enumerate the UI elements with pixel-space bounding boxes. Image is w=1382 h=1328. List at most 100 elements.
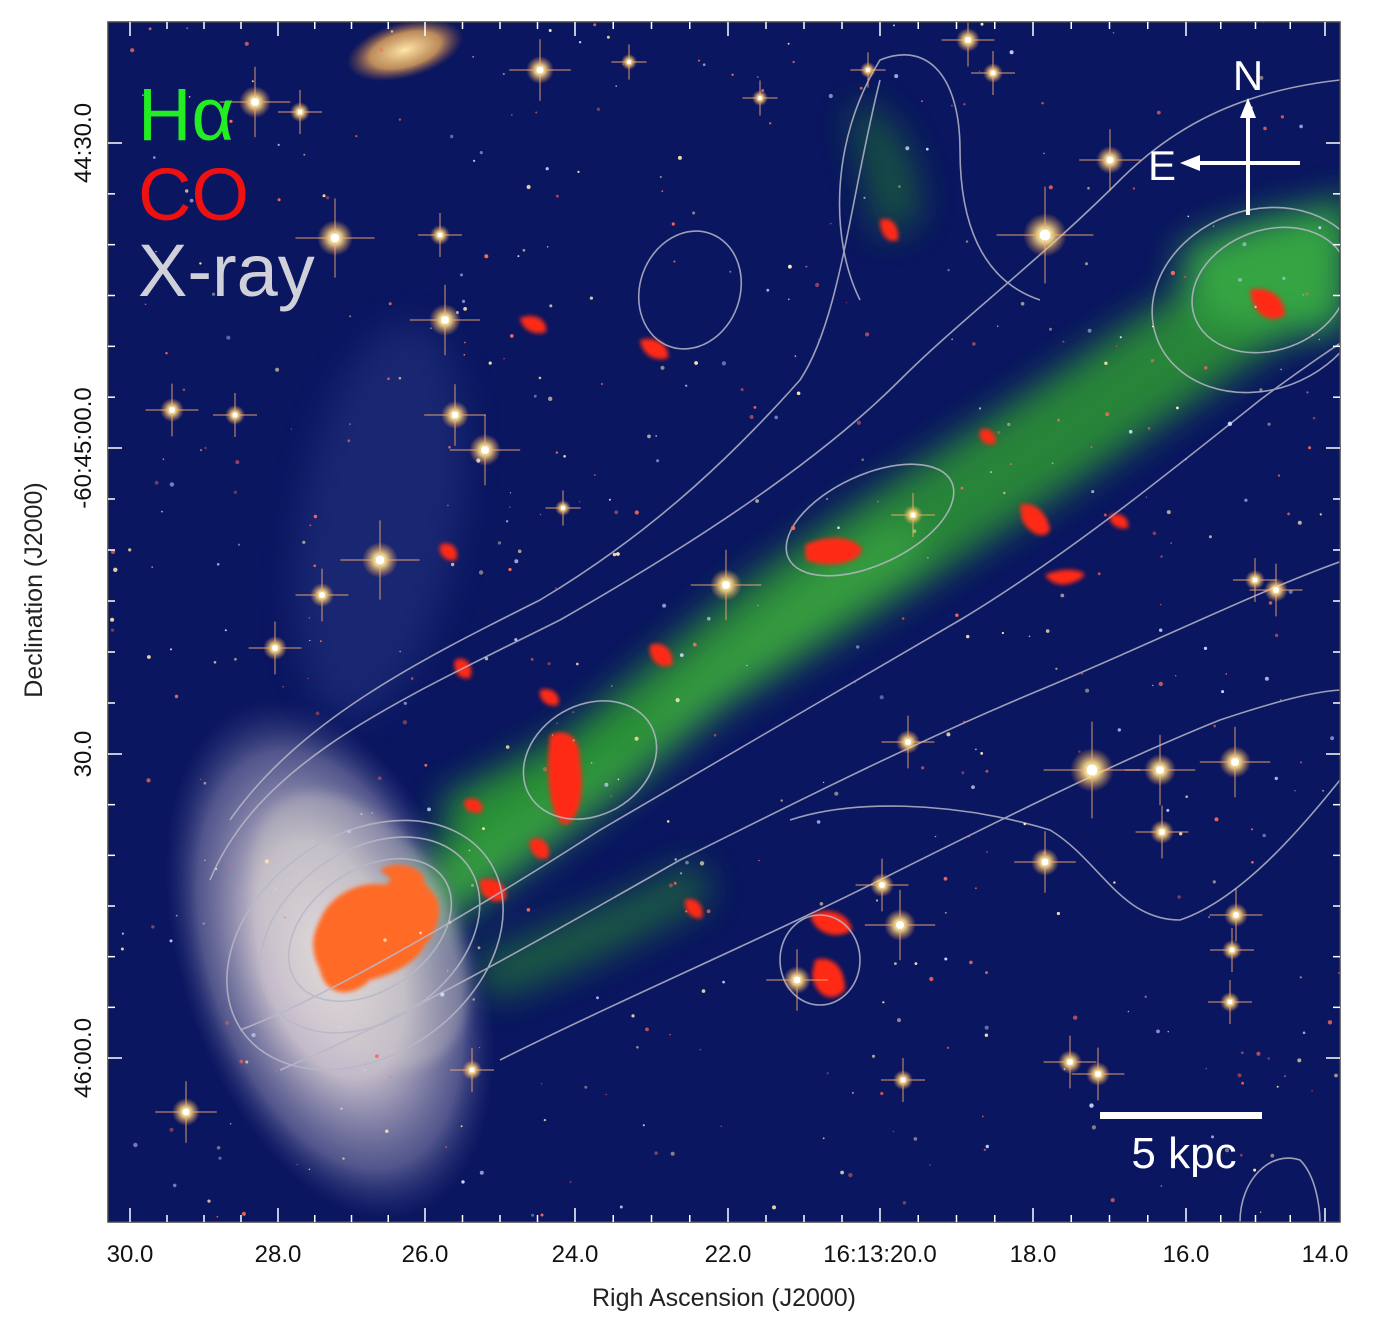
star <box>1250 828 1254 831</box>
star <box>1090 446 1093 448</box>
star <box>545 167 549 171</box>
star <box>1318 226 1322 230</box>
star <box>511 114 513 116</box>
star <box>313 564 317 568</box>
star <box>1150 359 1155 363</box>
star-core <box>1159 829 1165 835</box>
star <box>685 910 688 913</box>
star <box>1297 1058 1302 1063</box>
star-core <box>879 882 885 888</box>
star <box>472 56 474 58</box>
star <box>517 255 520 258</box>
star <box>514 559 519 564</box>
star <box>947 268 950 272</box>
star <box>805 265 808 268</box>
star <box>1145 496 1148 498</box>
star <box>234 657 237 661</box>
star <box>1117 728 1122 732</box>
star <box>894 74 899 79</box>
star <box>673 260 676 263</box>
star <box>963 720 966 723</box>
star <box>815 282 820 288</box>
star <box>1152 531 1157 536</box>
star <box>692 211 696 215</box>
star <box>1294 790 1296 792</box>
star <box>1159 628 1163 632</box>
star <box>141 94 144 97</box>
compass-north-label: N <box>1233 52 1263 99</box>
star <box>1275 633 1279 638</box>
star <box>473 159 476 162</box>
star <box>670 1151 675 1156</box>
star <box>1221 690 1225 694</box>
star <box>540 1082 543 1085</box>
star <box>347 439 351 443</box>
plot-frame <box>107 21 1341 1223</box>
star <box>729 270 732 273</box>
star <box>944 911 947 914</box>
star <box>1280 115 1284 119</box>
star <box>146 778 151 783</box>
star <box>757 604 759 607</box>
star <box>420 891 424 895</box>
star-core <box>627 60 631 64</box>
star <box>463 307 467 311</box>
star <box>1334 1073 1338 1078</box>
star <box>1081 672 1084 675</box>
star <box>1225 673 1228 675</box>
star <box>307 677 309 680</box>
star <box>224 629 227 632</box>
star-core <box>793 976 801 984</box>
y-tick-label: 44:30.0 <box>70 103 97 183</box>
star <box>1213 724 1217 728</box>
star <box>1237 1073 1242 1078</box>
star-core <box>990 70 996 76</box>
star <box>861 458 864 462</box>
star <box>980 22 984 26</box>
star <box>749 415 754 419</box>
tick-marks <box>108 22 1340 1222</box>
star <box>617 778 620 781</box>
star <box>1305 292 1309 296</box>
star <box>1185 795 1188 798</box>
x-axis-label: Righ Ascension (J2000) <box>592 1284 856 1312</box>
star <box>830 222 832 225</box>
star <box>589 296 594 300</box>
star <box>1280 368 1282 371</box>
star <box>484 657 489 661</box>
star <box>477 946 481 950</box>
star <box>277 143 280 146</box>
star <box>556 194 559 198</box>
star <box>1279 698 1282 701</box>
star <box>375 1054 379 1059</box>
star <box>277 198 281 202</box>
star-core <box>481 446 489 454</box>
star <box>447 504 449 507</box>
star <box>596 107 601 112</box>
star-core <box>1229 947 1235 953</box>
star <box>1175 675 1177 677</box>
star <box>538 376 542 380</box>
star <box>694 361 698 365</box>
star <box>479 151 483 155</box>
star <box>161 510 163 513</box>
star <box>616 552 620 556</box>
star <box>1274 776 1279 781</box>
star <box>1302 1031 1306 1035</box>
star <box>818 338 820 341</box>
star <box>445 1146 448 1149</box>
star <box>385 1129 389 1133</box>
star-core <box>905 739 911 745</box>
star <box>961 771 965 775</box>
star <box>753 406 757 409</box>
star <box>233 490 237 494</box>
star <box>203 781 207 785</box>
star <box>608 498 611 501</box>
star <box>514 638 518 642</box>
star <box>642 1124 645 1127</box>
star <box>1087 186 1090 190</box>
star <box>170 648 172 651</box>
star <box>1302 294 1305 296</box>
star <box>264 859 269 864</box>
star <box>905 146 910 151</box>
